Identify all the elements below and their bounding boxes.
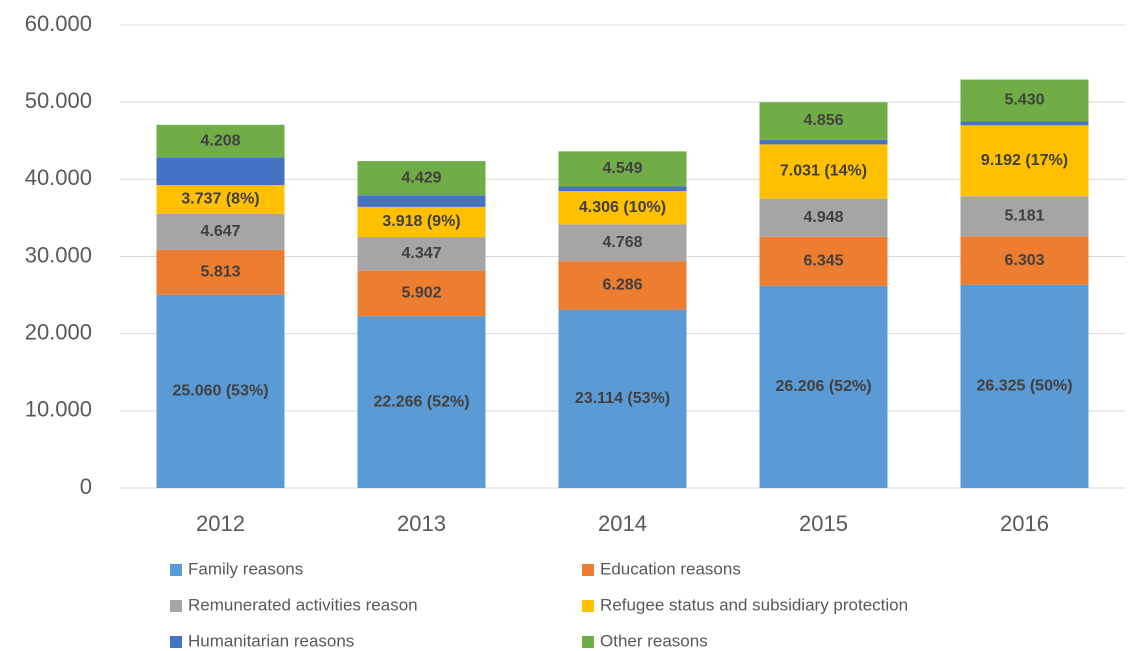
data-label: 5.430 <box>1004 92 1044 109</box>
data-label: 4.647 <box>200 223 240 240</box>
legend-label: Other reasons <box>600 631 708 650</box>
bar-segment <box>960 121 1089 126</box>
x-tick-label: 2013 <box>397 511 446 536</box>
data-label: 6.303 <box>1004 252 1044 269</box>
legend-swatch <box>582 600 594 612</box>
bar-segment <box>357 161 486 196</box>
bar-segment <box>156 294 285 488</box>
x-tick-label: 2014 <box>598 511 647 536</box>
x-tick-label: 2016 <box>1000 511 1049 536</box>
y-tick-label: 50.000 <box>25 88 92 113</box>
y-tick-label: 30.000 <box>25 242 92 267</box>
legend-swatch <box>582 564 594 576</box>
bar-segment <box>357 316 486 488</box>
bar-segment <box>759 236 888 286</box>
data-label: 5.902 <box>401 285 441 302</box>
data-label: 25.060 (53%) <box>172 383 268 400</box>
data-label: 4.856 <box>803 112 843 129</box>
data-label: 4.208 <box>200 132 240 149</box>
data-label: 4.306 (10%) <box>579 199 666 216</box>
bar-segment <box>558 186 687 192</box>
bar-segment <box>357 195 486 207</box>
x-tick-label: 2015 <box>799 511 848 536</box>
legend-swatch <box>170 564 182 576</box>
data-label: 3.918 (9%) <box>382 213 460 230</box>
data-label: 23.114 (53%) <box>575 390 670 407</box>
data-label: 4.549 <box>602 160 642 177</box>
data-label: 6.345 <box>803 253 843 270</box>
bar-segment <box>558 151 687 187</box>
bar-segment <box>357 237 486 271</box>
bar-segment <box>960 196 1089 237</box>
bar-segment <box>759 285 888 488</box>
data-label: 4.768 <box>602 234 642 251</box>
bar-segment <box>759 198 888 237</box>
bar-segment <box>960 125 1089 197</box>
data-label: 4.347 <box>401 245 441 262</box>
legend-swatch <box>170 636 182 648</box>
legend-label: Humanitarian reasons <box>188 631 354 650</box>
y-tick-label: 60.000 <box>25 11 92 36</box>
legend-label: Refugee status and subsidiary protection <box>600 595 908 614</box>
data-label: 9.192 (17%) <box>981 152 1068 169</box>
bar-segment <box>960 236 1089 285</box>
legend-swatch <box>170 600 182 612</box>
data-label: 26.206 (52%) <box>775 378 871 395</box>
bar-segment <box>156 213 285 250</box>
legend-label: Family reasons <box>188 559 303 578</box>
bar-segment <box>558 309 687 488</box>
data-label: 7.031 (14%) <box>780 163 867 180</box>
bar-segment <box>558 224 687 262</box>
bar-segment <box>156 124 285 158</box>
data-label: 6.286 <box>602 277 642 294</box>
bar-segment <box>759 144 888 199</box>
bar-segment <box>156 157 285 186</box>
bar-segment <box>759 102 888 140</box>
data-label: 26.325 (50%) <box>976 378 1072 395</box>
data-label: 3.737 (8%) <box>181 191 259 208</box>
legend-label: Education reasons <box>600 559 741 578</box>
bar-segment <box>759 139 888 145</box>
bar-segment <box>156 185 285 214</box>
bar-segment <box>558 191 687 225</box>
bar-segment <box>960 284 1089 488</box>
y-tick-label: 0 <box>80 474 92 499</box>
bar-segment <box>357 270 486 317</box>
data-label: 22.266 (52%) <box>373 393 469 410</box>
data-label: 5.813 <box>200 263 240 280</box>
bar-segment <box>960 79 1089 122</box>
x-tick-label: 2012 <box>196 511 245 536</box>
data-label: 4.429 <box>401 169 441 186</box>
data-label: 4.948 <box>803 209 843 226</box>
y-tick-label: 40.000 <box>25 165 92 190</box>
bar-segment <box>357 206 486 238</box>
data-label: 5.181 <box>1004 207 1044 224</box>
bar-segment <box>558 261 687 310</box>
legend-label: Remunerated activities reason <box>188 595 418 614</box>
bar-segment <box>156 249 285 295</box>
y-tick-label: 10.000 <box>25 397 92 422</box>
legend-swatch <box>582 636 594 648</box>
y-tick-label: 20.000 <box>25 319 92 344</box>
